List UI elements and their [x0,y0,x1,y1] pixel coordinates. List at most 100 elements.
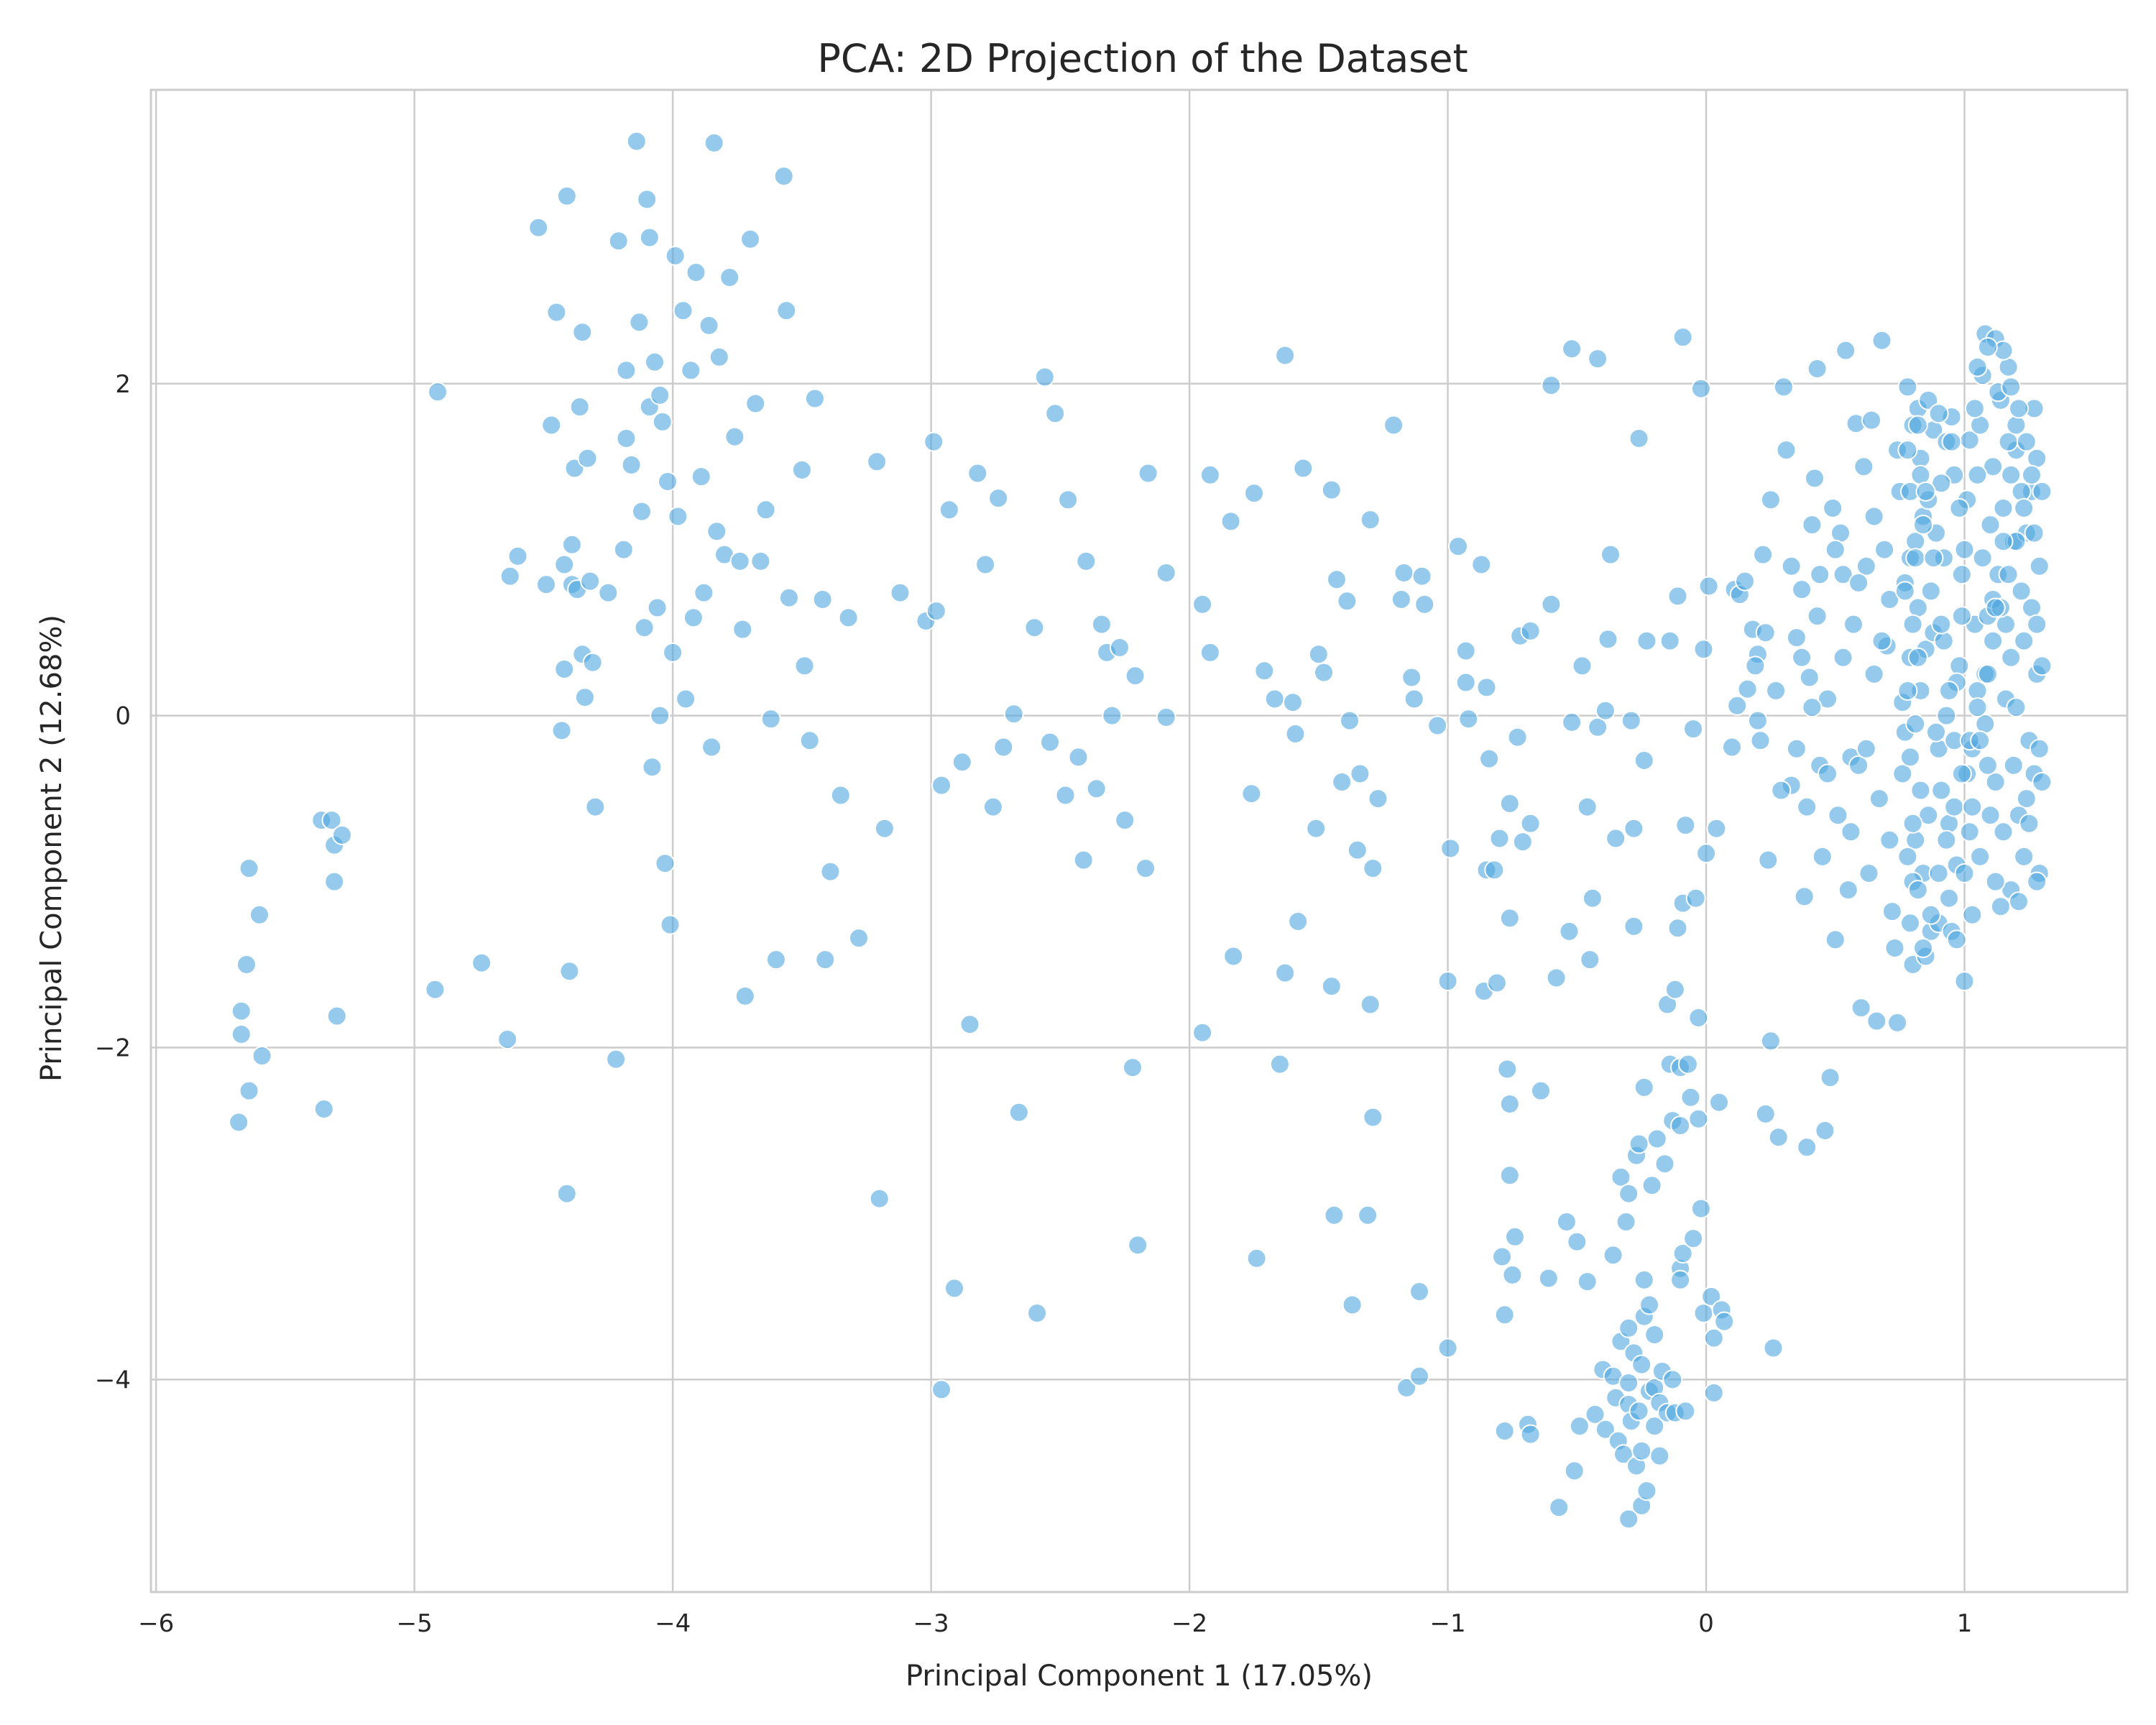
x-tick-label: −5 [397,1609,433,1638]
data-point [1760,1031,1781,1052]
data-point [1285,724,1306,744]
data-point [1905,548,1926,569]
data-point [1269,1054,1290,1075]
data-point [1670,1116,1691,1136]
data-point [1199,464,1220,485]
data-point [1455,640,1476,661]
x-tick-labels: −6 −5 −4 −3 −2 −1 0 1 [138,1609,1972,1638]
y-tick-label: −4 [95,1366,131,1394]
data-point [1838,880,1858,901]
data-point [1623,916,1644,937]
data-point [1812,846,1833,867]
data-point [471,952,492,973]
data-point [1967,464,1988,485]
data-point [616,428,637,448]
data-point [2016,431,2037,452]
data-point [1727,695,1748,716]
data-point [2009,891,2029,912]
data-point [1998,431,2019,452]
data-point [1907,415,1928,436]
data-point [1802,515,1823,535]
data-point [838,607,859,628]
data-point [760,709,781,730]
data-point [1693,1303,1714,1323]
data-point [1853,456,1874,477]
data-point [1805,468,1825,489]
x-tick-label: −1 [1430,1609,1466,1638]
data-point [2003,755,2024,776]
data-point [1476,677,1497,698]
data-point [820,861,841,882]
y-tick-label: −2 [95,1034,131,1063]
data-point [2019,813,2040,834]
data-point [1907,647,1928,668]
data-point [2029,556,2050,576]
data-point [1471,554,1492,575]
data-point [1618,1317,1639,1338]
data-point [1611,1167,1631,1187]
data-point [1458,709,1479,730]
data-point [944,1278,964,1299]
data-point [1598,629,1618,650]
data-point [1967,356,1988,377]
data-point [1115,810,1135,831]
data-point [1871,330,1892,351]
data-point [1698,576,1719,597]
data-point [1773,377,1794,397]
data-point [1928,863,1949,883]
data-point [1856,556,1876,576]
data-point [1843,614,1864,635]
data-point [574,687,595,708]
data-point [1920,904,1941,925]
data-point [1383,415,1404,436]
data-point [673,300,694,321]
data-point [686,262,706,282]
data-point [655,853,676,874]
data-point [1926,722,1946,742]
data-point [1494,1305,1515,1325]
data-point [668,506,688,527]
data-point [1993,531,2014,552]
data-point [1797,796,1818,817]
data-point [1990,896,2011,917]
data-point [1254,661,1275,681]
data-point [1753,544,1774,565]
data-point [324,871,345,892]
data-point [2014,498,2035,518]
data-point [1068,747,1089,768]
data-point [1538,1268,1559,1289]
data-point [1864,663,1884,684]
data-point [1755,622,1776,643]
x-tick-label: −4 [655,1609,691,1638]
data-point [1360,510,1381,530]
data-point [1959,822,1980,842]
data-point [1641,1175,1662,1196]
data-point [1241,783,1262,804]
data-point [2009,398,2029,419]
data-point [1595,1419,1616,1440]
data-point [1815,1121,1835,1141]
data-point [1479,748,1500,769]
data-point [1437,971,1458,992]
data-point [1874,539,1895,560]
data-point [1823,498,1843,518]
data-point [681,360,701,381]
data-point [1892,763,1913,784]
data-point [1631,1440,1652,1461]
data-point [1520,813,1541,834]
data-point [1949,498,1970,518]
data-point [2006,415,2027,436]
data-point [1786,627,1807,648]
data-point [1616,1212,1636,1232]
x-axis-label: Principal Component 1 (17.05%) [906,1660,1373,1693]
data-point [1799,667,1820,688]
data-point [1985,871,2006,892]
data-point [321,810,342,831]
data-point [740,229,760,249]
data-point [1350,763,1370,784]
data-point [1321,479,1342,500]
data-point [1192,1022,1213,1043]
data-point [1703,1328,1724,1348]
data-point [1944,796,1965,817]
data-point [1781,556,1802,576]
